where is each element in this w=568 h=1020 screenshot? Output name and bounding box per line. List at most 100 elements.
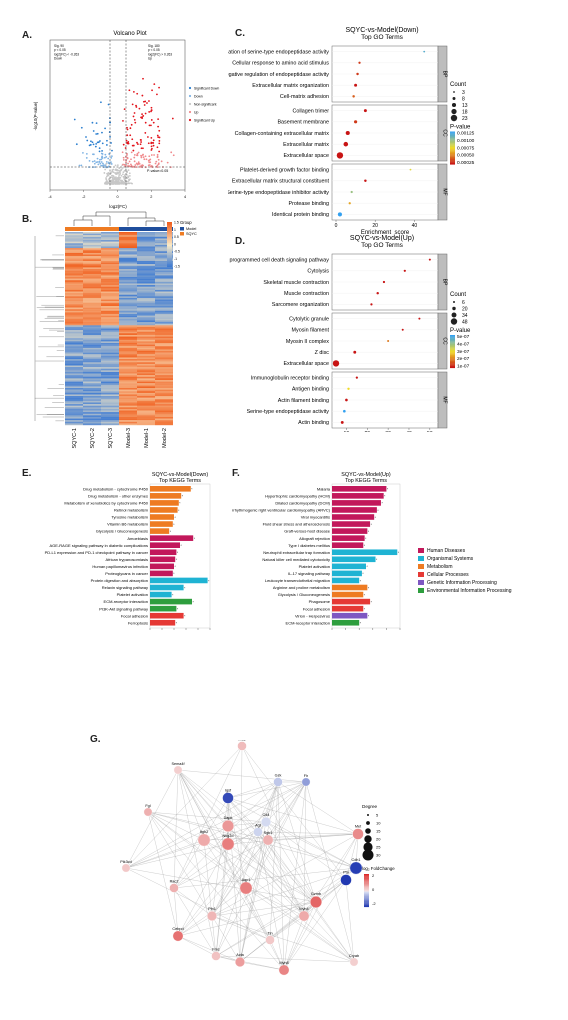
pvalue-swatch <box>450 153 455 155</box>
heatmap-cell <box>137 418 155 421</box>
volcano-point <box>106 181 109 184</box>
network-node <box>349 861 363 875</box>
heatmap-cell <box>101 384 119 387</box>
heatmap-cell <box>119 302 137 305</box>
heatmap-cell <box>83 270 101 273</box>
degree-legend-dot <box>364 835 372 843</box>
heatmap-cell <box>137 389 155 392</box>
heatmap-cell <box>155 289 173 292</box>
network-edge <box>177 915 213 937</box>
heatmap-cell <box>65 365 83 368</box>
heatmap-cell <box>137 248 155 250</box>
heatmap-cell <box>65 362 83 365</box>
network-edge <box>283 879 347 971</box>
network-edge <box>211 839 269 917</box>
heatmap-cell <box>155 384 173 387</box>
pvalue-swatch <box>450 353 455 355</box>
scale-swatch <box>167 222 172 224</box>
volcano-point-up <box>124 164 127 167</box>
heatmap-cell <box>137 264 155 266</box>
network-edge <box>203 839 217 957</box>
heatmap-cell <box>65 378 83 381</box>
heatmap-cell <box>83 404 101 406</box>
count-legend-title: Count <box>450 292 466 298</box>
volcano-point-up <box>149 161 152 164</box>
kegg-term-label: PD-L1 expression and PD-1 checkpoint pat… <box>45 550 149 555</box>
heatmap-cell <box>119 418 137 421</box>
kegg-bar <box>150 521 173 527</box>
heatmap-cell <box>137 355 155 358</box>
heatmap-cell <box>155 351 173 353</box>
volcano-point-up <box>140 155 143 157</box>
term-dot <box>352 95 355 98</box>
network-node <box>169 883 179 893</box>
heatmap-cell <box>119 359 137 361</box>
heatmap-cell <box>119 278 137 281</box>
heatmap-cell <box>119 305 137 308</box>
heatmap: SQYC-1 SQYC-2 SQYC-3 Model-3 Model-1 Model-2 … <box>34 211 197 448</box>
heatmap-cell <box>137 238 155 241</box>
volcano-points <box>73 77 175 185</box>
legend-label: Up <box>194 111 198 115</box>
heatmap-cell <box>137 368 155 371</box>
heatmap-cell <box>83 267 101 270</box>
volcano-point-up <box>157 125 160 128</box>
heatmap-cell <box>65 412 83 414</box>
network-edge <box>211 915 355 963</box>
network-edge <box>267 839 357 869</box>
heatmap-cell <box>119 404 137 406</box>
network-edge <box>203 839 271 941</box>
heatmap-cell <box>155 368 173 371</box>
volcano-point-up <box>142 115 145 117</box>
volcano-point-up <box>149 158 152 161</box>
volcano-point-up <box>142 147 144 150</box>
pvalue-swatch <box>450 151 455 153</box>
kegg-term-label: Virion - Herpesvirus <box>295 613 330 618</box>
heatmap-cell <box>65 272 83 275</box>
heatmap-cell <box>101 413 119 416</box>
heatmap-cell <box>155 331 173 334</box>
volcano-point-up <box>145 158 148 161</box>
heatmap-cell <box>137 333 155 336</box>
term-label: Platelet-derived growth factor binding <box>240 167 329 173</box>
count-legend-label: 8 <box>462 97 465 103</box>
heatmap-cell <box>155 293 173 295</box>
chart-title: SQYC-vs-Model(Down) <box>345 27 418 34</box>
heatmap-cell <box>83 233 101 236</box>
heatmap-cell <box>83 257 101 260</box>
kegg-term-label: Drug metabolism - other enzymes <box>88 493 148 498</box>
volcano-point-down <box>93 162 96 165</box>
heatmap-cell <box>137 317 155 320</box>
heatmap-cell <box>65 389 83 392</box>
fc-swatch <box>364 881 369 883</box>
heatmap-cell <box>65 391 83 394</box>
scale-swatch <box>167 264 172 266</box>
volcano-point-down <box>104 153 107 156</box>
heatmap-cell <box>155 396 173 398</box>
heatmap-cell <box>155 310 173 313</box>
term-label: Cytolysis <box>307 269 329 275</box>
heatmap-cell <box>83 389 101 392</box>
heatmap-cell <box>119 277 137 279</box>
heatmap-cell <box>119 338 137 340</box>
heatmap-cell <box>137 342 155 345</box>
volcano-point-down <box>97 163 100 166</box>
heatmap-cell <box>101 297 119 300</box>
volcano-point <box>122 181 125 184</box>
heatmap-cell <box>65 405 83 408</box>
network-edge <box>211 915 241 963</box>
term-label: Sarcomere organization <box>272 302 329 308</box>
degree-legend-dot <box>363 842 373 852</box>
heatmap-cell <box>65 301 83 303</box>
heatmap-cell <box>119 299 137 302</box>
volcano-point-down <box>80 126 83 129</box>
heatmap-cell <box>137 415 155 418</box>
heatmap-cell <box>65 326 83 329</box>
kegg-bar-star: * <box>362 572 364 576</box>
heatmap-cell <box>155 355 173 358</box>
volcano-point-down <box>96 141 99 144</box>
node-label: Myh8 <box>279 961 288 965</box>
kegg-bar-star: * <box>181 544 183 548</box>
volcano-point <box>105 182 108 185</box>
heatmap-cell <box>65 294 83 297</box>
